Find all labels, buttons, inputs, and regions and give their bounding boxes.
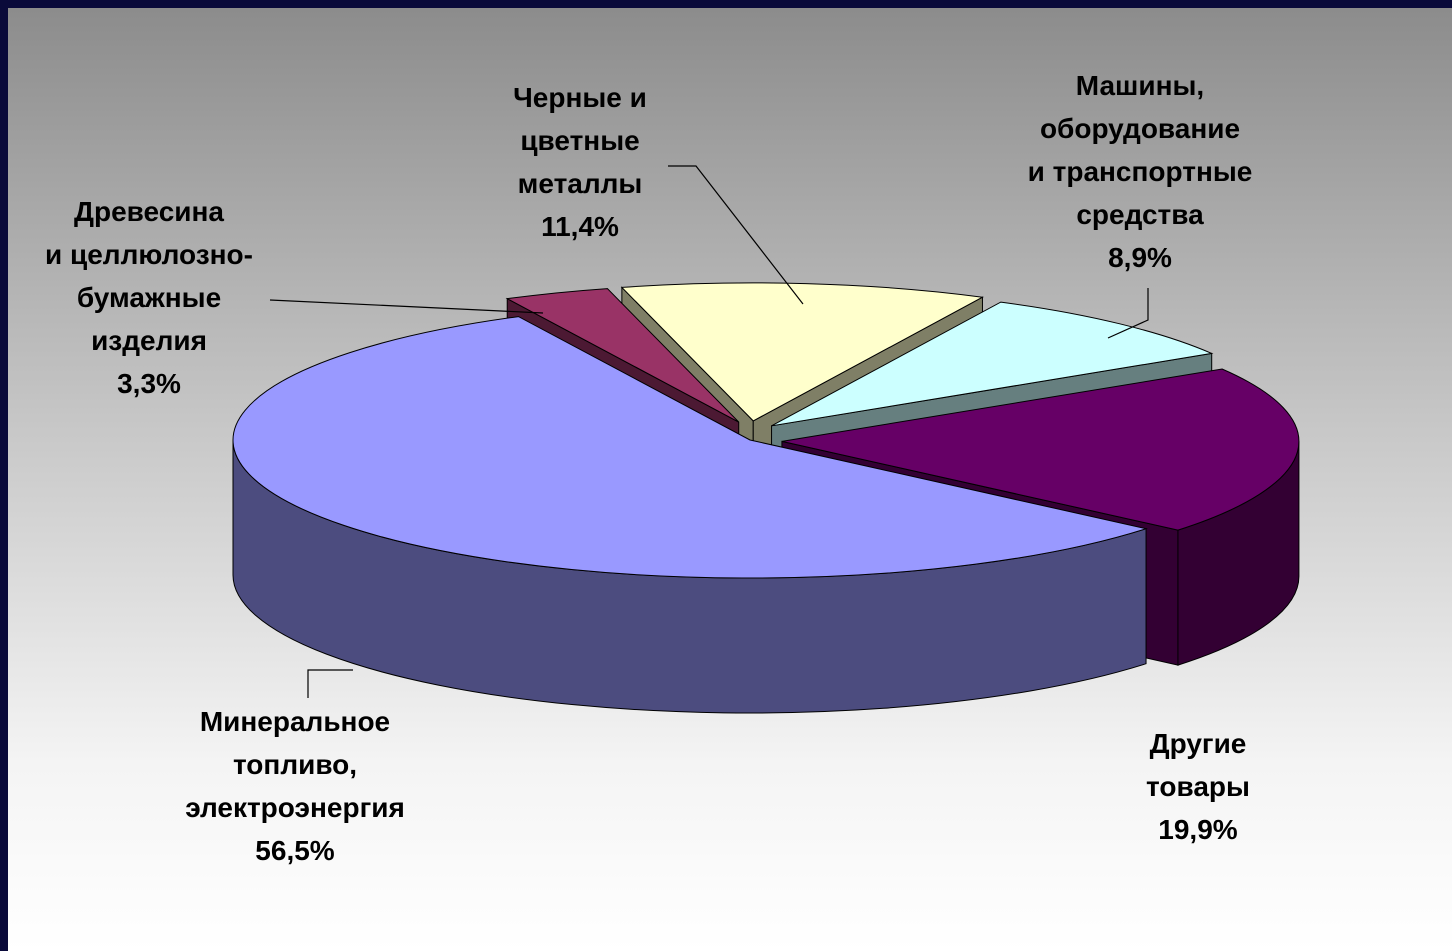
slice-label: Черные и цветные металлы 11,4% <box>513 76 647 248</box>
slice-top <box>781 368 1300 531</box>
category-label: Черные и цветные металлы <box>513 82 647 199</box>
slice-top <box>620 282 985 422</box>
leader-line <box>307 669 353 698</box>
category-label: Машины, оборудование и транспортные сред… <box>1027 70 1253 230</box>
slice <box>232 316 1148 714</box>
leader-line <box>1107 288 1149 339</box>
slice-label: Минеральное топливо, электроэнергия 56,5% <box>185 700 405 872</box>
value-label: 8,9% <box>1108 242 1172 273</box>
category-label: Древесина и целлюлозно- бумажные изделия <box>45 196 253 356</box>
leader-line <box>668 165 804 305</box>
value-label: 56,5% <box>255 835 335 866</box>
leader-line <box>269 299 544 314</box>
value-label: 3,3% <box>117 368 181 399</box>
slice-top <box>232 316 1148 579</box>
slice-label: Машины, оборудование и транспортные сред… <box>1028 64 1253 279</box>
chart <box>232 165 1300 714</box>
category-label: Минеральное топливо, электроэнергия <box>185 706 405 823</box>
slice-label: Другие товары 19,9% <box>1146 722 1250 851</box>
slice-top <box>505 288 740 423</box>
slice-top <box>771 301 1214 427</box>
category-label: Другие товары <box>1146 728 1250 802</box>
value-label: 11,4% <box>541 211 619 242</box>
slice-label: Древесина и целлюлозно- бумажные изделия… <box>45 190 253 405</box>
chart-area: Минеральное топливо, электроэнергия 56,5%… <box>8 8 1452 951</box>
value-label: 19,9% <box>1158 814 1238 845</box>
